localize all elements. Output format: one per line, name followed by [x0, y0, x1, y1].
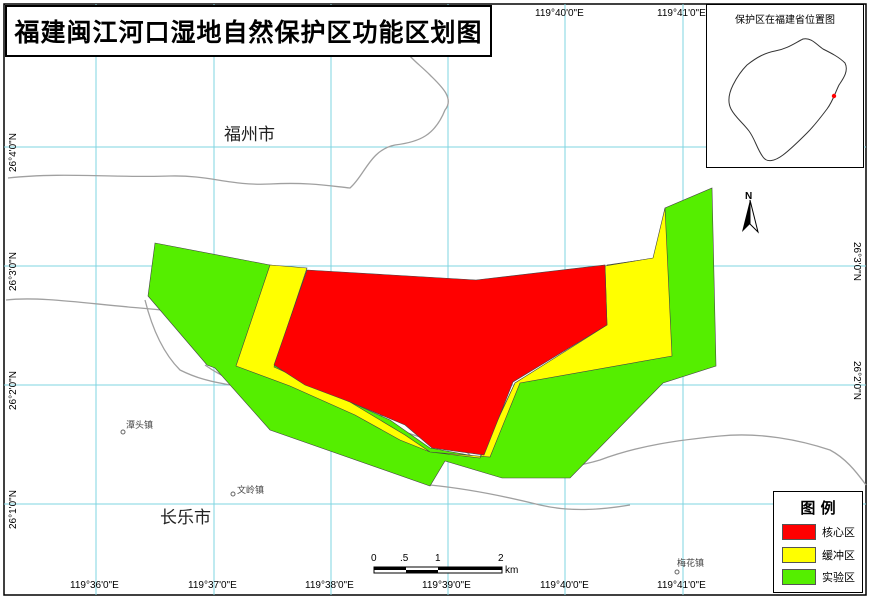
lon-label-bottom-4: 119°39'0"E	[422, 580, 471, 591]
wenling-marker	[230, 491, 236, 497]
lon-label-top-1: 119°40'0"E	[535, 8, 584, 19]
legend-swatch-experimental	[782, 569, 816, 585]
legend-item-core: 核心区	[782, 523, 855, 541]
reserve-location-marker	[831, 93, 837, 99]
lon-label-bottom-3: 119°38'0"E	[305, 580, 354, 591]
scale-bar	[373, 566, 503, 574]
tantou-marker	[120, 429, 126, 435]
lat-label-left-1: 26°4'0"N	[8, 133, 19, 172]
scale-label-2: 2	[498, 553, 504, 564]
place-changle: 长乐市	[160, 508, 211, 528]
inset-title: 保护区在福建省位置图	[735, 15, 835, 26]
legend: 图 例 核心区 缓冲区 实验区	[773, 491, 863, 593]
place-meihua: 梅花镇	[677, 559, 705, 569]
legend-item-buffer: 缓冲区	[782, 546, 855, 564]
north-arrow-label: N	[745, 191, 753, 202]
lon-label-bottom-2: 119°37'0"E	[188, 580, 237, 591]
scale-label-1: 1	[435, 553, 441, 564]
north-arrow-icon	[742, 199, 759, 234]
lat-label-left-3: 26°2'0"N	[8, 371, 19, 410]
legend-title: 图 例	[800, 499, 836, 517]
buffer-zone	[235, 207, 673, 459]
legend-label-core: 核心区	[822, 526, 855, 539]
core-zone	[273, 264, 608, 456]
place-fuzhou: 福州市	[224, 125, 275, 145]
legend-swatch-core	[782, 524, 816, 540]
lon-label-bottom-1: 119°36'0"E	[70, 580, 119, 591]
legend-label-buffer: 缓冲区	[822, 549, 855, 562]
legend-swatch-buffer	[782, 547, 816, 563]
legend-item-experimental: 实验区	[782, 568, 855, 586]
legend-label-experimental: 实验区	[822, 571, 855, 584]
scale-label-0-5: .5	[400, 553, 409, 564]
lat-label-right-1: 26°3'0"N	[851, 242, 862, 281]
map-title: 福建闽江河口湿地自然保护区功能区划图	[14, 18, 483, 47]
map-title-box: 福建闽江河口湿地自然保护区功能区划图	[5, 5, 492, 57]
lat-label-right-2: 26°2'0"N	[851, 361, 862, 400]
place-tantou: 潭头镇	[126, 421, 154, 431]
lon-label-bottom-5: 119°40'0"E	[540, 580, 589, 591]
scale-unit: km	[505, 565, 519, 576]
lon-label-top-2: 119°41'0"E	[657, 8, 706, 19]
lon-label-bottom-6: 119°41'0"E	[657, 580, 706, 591]
meihua-marker	[674, 569, 680, 575]
lat-label-left-2: 26°3'0"N	[8, 252, 19, 291]
inset-map: 保护区在福建省位置图	[706, 4, 864, 168]
place-wenling: 文岭镇	[237, 486, 265, 496]
lat-label-left-4: 26°1'0"N	[8, 490, 19, 529]
fujian-outline-icon	[728, 38, 847, 162]
scale-label-0: 0	[371, 553, 377, 564]
